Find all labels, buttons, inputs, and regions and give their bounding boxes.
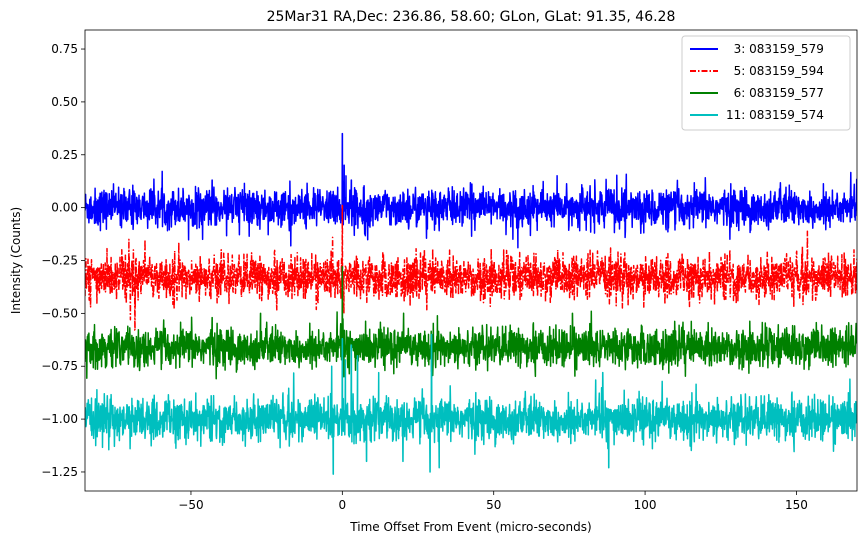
legend: 3: 083159_579 5: 083159_594 6: 083159_57… bbox=[681, 35, 851, 131]
y-tick-label: −0.50 bbox=[41, 306, 78, 320]
y-tick-label: −0.25 bbox=[41, 254, 78, 268]
x-axis-label: Time Offset From Event (micro-seconds) bbox=[349, 520, 591, 534]
legend-label-1: 3: 083159_579 bbox=[726, 42, 824, 56]
x-tick-label: 0 bbox=[339, 498, 347, 512]
legend-label-4: 11: 083159_574 bbox=[726, 108, 824, 122]
series-line-1 bbox=[85, 132, 857, 249]
series-line-4 bbox=[85, 333, 857, 475]
x-tick-label: 100 bbox=[634, 498, 657, 512]
x-tick-label: 150 bbox=[785, 498, 808, 512]
series-line-3 bbox=[85, 266, 857, 380]
legend-label-3: 6: 083159_577 bbox=[726, 86, 824, 100]
y-tick-label: 0.50 bbox=[51, 95, 78, 109]
chart-title: 25Mar31 RA,Dec: 236.86, 58.60; GLon, GLa… bbox=[267, 9, 676, 25]
y-axis-label: Intensity (Counts) bbox=[9, 207, 23, 314]
y-tick-label: −1.25 bbox=[41, 465, 78, 479]
x-tick-label: 50 bbox=[486, 498, 501, 512]
series-line-2 bbox=[85, 204, 857, 332]
y-tick-label: 0.25 bbox=[51, 148, 78, 162]
y-tick-label: 0.75 bbox=[51, 42, 78, 56]
legend-box bbox=[681, 35, 851, 131]
legend-label-2: 5: 083159_594 bbox=[726, 64, 824, 78]
y-tick-label: 0.00 bbox=[51, 201, 78, 215]
y-tick-label: −0.75 bbox=[41, 359, 78, 373]
y-tick-label: −1.00 bbox=[41, 412, 78, 426]
x-tick-label: −50 bbox=[178, 498, 203, 512]
